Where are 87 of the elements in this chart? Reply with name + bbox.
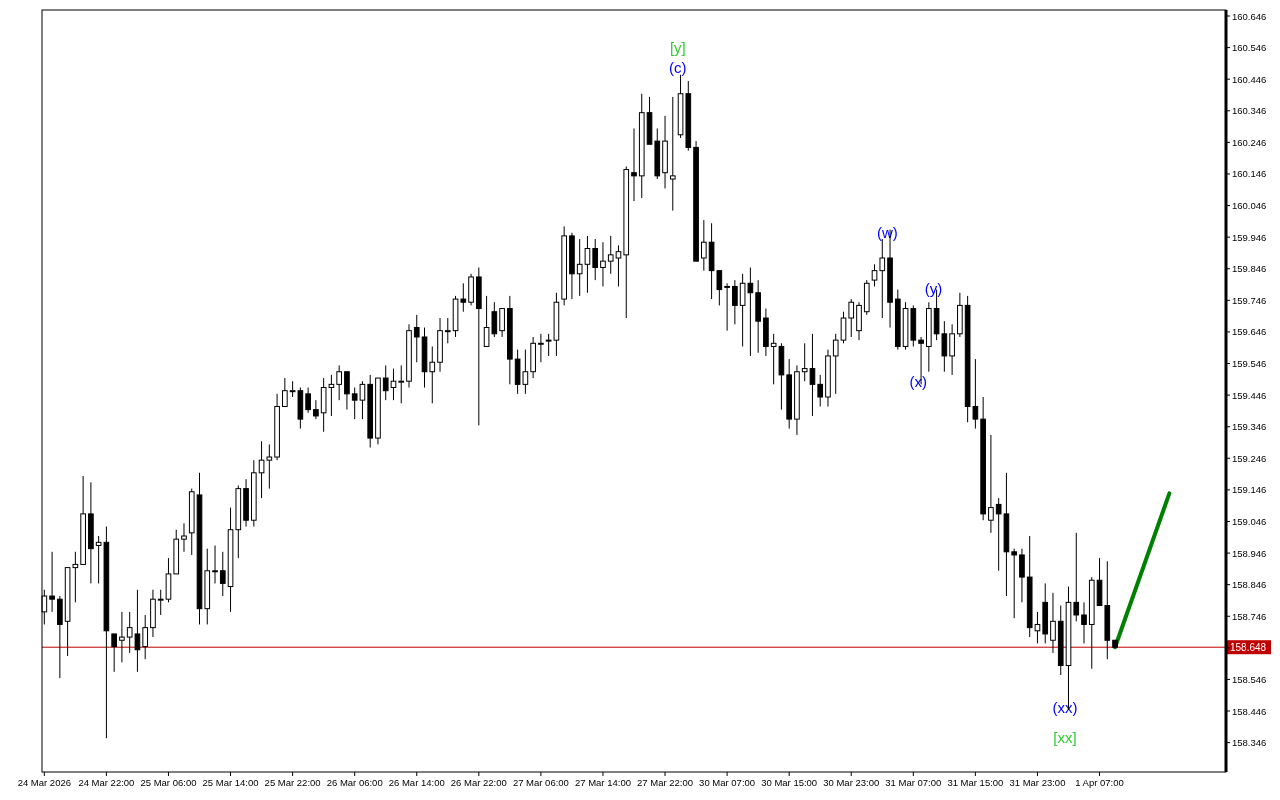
candlestick bbox=[615, 244, 622, 287]
x-tick-label: 30 Mar 07:00 bbox=[699, 777, 756, 788]
y-tick-label: 159.246 bbox=[1232, 452, 1267, 464]
annotation: (c) bbox=[669, 58, 687, 76]
candlestick bbox=[631, 127, 637, 202]
x-tick-label: 31 Mar 07:00 bbox=[885, 777, 942, 788]
y-tick-label: 160.446 bbox=[1232, 73, 1267, 85]
candlestick bbox=[336, 364, 342, 401]
x-tick-label: 26 Mar 06:00 bbox=[326, 777, 383, 788]
y-tick-label: 158.746 bbox=[1232, 610, 1267, 622]
x-tick-label: 31 Mar 15:00 bbox=[947, 777, 1004, 788]
y-tick-label: 160.146 bbox=[1232, 168, 1267, 180]
x-tick-label: 25 Mar 06:00 bbox=[140, 777, 197, 788]
annotation: (xx) bbox=[1052, 698, 1078, 716]
x-tick-label: 26 Mar 14:00 bbox=[388, 777, 445, 788]
y-tick-label: 159.946 bbox=[1232, 231, 1267, 243]
x-tick-label: 31 Mar 23:00 bbox=[1009, 777, 1066, 788]
candlestick bbox=[398, 364, 405, 404]
x-tick-label: 24 Mar 22:00 bbox=[78, 777, 135, 788]
candlestick bbox=[413, 314, 420, 363]
y-tick-label: 159.746 bbox=[1232, 294, 1267, 306]
x-tick-label: 27 Mar 06:00 bbox=[512, 777, 569, 788]
candlestick bbox=[49, 551, 55, 613]
y-tick-label: 158.446 bbox=[1232, 705, 1267, 717]
candlestick bbox=[832, 333, 839, 395]
y-tick-label: 159.046 bbox=[1232, 515, 1267, 527]
annotation: (y) bbox=[924, 280, 943, 298]
candlestick bbox=[607, 235, 614, 275]
candlestick bbox=[732, 279, 738, 325]
y-tick-label: 159.146 bbox=[1232, 484, 1267, 496]
candlestick bbox=[1081, 601, 1087, 644]
x-tick-label: 25 Mar 14:00 bbox=[202, 777, 259, 788]
candlestick bbox=[1019, 548, 1025, 603]
x-tick-label: 1 Apr 07:00 bbox=[1075, 777, 1124, 788]
candlestick bbox=[701, 219, 707, 272]
y-tick-label: 159.846 bbox=[1232, 263, 1267, 275]
candlestick bbox=[848, 298, 855, 338]
annotation: [xx] bbox=[1053, 729, 1077, 747]
candlestick bbox=[344, 371, 350, 411]
x-tick-label: 30 Mar 23:00 bbox=[823, 777, 880, 788]
candlestick bbox=[142, 614, 149, 660]
candlestick bbox=[669, 96, 676, 212]
x-tick-label: 26 Mar 22:00 bbox=[450, 777, 507, 788]
y-tick-label: 160.546 bbox=[1232, 42, 1267, 54]
candlestick bbox=[181, 522, 187, 553]
candlestick bbox=[444, 317, 451, 344]
candlestick bbox=[429, 345, 436, 404]
candlestick bbox=[600, 241, 606, 287]
x-tick-label: 27 Mar 22:00 bbox=[637, 777, 694, 788]
candlestick bbox=[119, 611, 125, 663]
y-tick-label: 159.346 bbox=[1232, 421, 1267, 433]
candlestick bbox=[592, 238, 599, 281]
x-tick-label: 24 Mar 2026 bbox=[17, 777, 71, 788]
candlestick bbox=[840, 311, 847, 344]
y-tick-label: 158.846 bbox=[1232, 579, 1267, 591]
y-tick-label: 159.646 bbox=[1232, 326, 1267, 338]
ref-line-label: 158.648 bbox=[1230, 642, 1267, 654]
y-tick-label: 158.946 bbox=[1232, 547, 1267, 559]
y-tick-label: 158.546 bbox=[1232, 673, 1267, 685]
y-tick-label: 160.246 bbox=[1232, 136, 1267, 148]
y-tick-label: 160.646 bbox=[1232, 10, 1267, 22]
y-tick-label: 160.346 bbox=[1232, 105, 1267, 117]
y-tick-label: 159.546 bbox=[1232, 358, 1267, 370]
candlestick bbox=[988, 434, 994, 534]
annotation: [y] bbox=[669, 38, 686, 56]
annotation: (w) bbox=[876, 224, 898, 241]
candlestick bbox=[1050, 592, 1056, 654]
candlestick bbox=[724, 282, 730, 332]
x-tick-label: 27 Mar 14:00 bbox=[574, 777, 631, 788]
y-tick-label: 159.446 bbox=[1232, 389, 1267, 401]
candlestick bbox=[817, 374, 824, 407]
candlestick bbox=[111, 633, 117, 673]
candlestick bbox=[305, 387, 311, 414]
candlestick bbox=[219, 551, 226, 597]
x-tick-label: 25 Mar 22:00 bbox=[264, 777, 321, 788]
candlestick bbox=[313, 399, 319, 420]
candlestick bbox=[212, 544, 218, 584]
annotation: (x) bbox=[909, 373, 927, 391]
candlestick bbox=[538, 333, 544, 363]
y-tick-label: 160.046 bbox=[1232, 200, 1267, 212]
candlestick bbox=[499, 308, 505, 338]
candlestick bbox=[1011, 548, 1018, 619]
x-tick-label: 30 Mar 15:00 bbox=[761, 777, 818, 788]
candlestick bbox=[282, 377, 288, 407]
candlestick bbox=[1073, 532, 1080, 622]
y-tick-label: 158.346 bbox=[1232, 737, 1267, 749]
candlestick bbox=[949, 323, 955, 376]
